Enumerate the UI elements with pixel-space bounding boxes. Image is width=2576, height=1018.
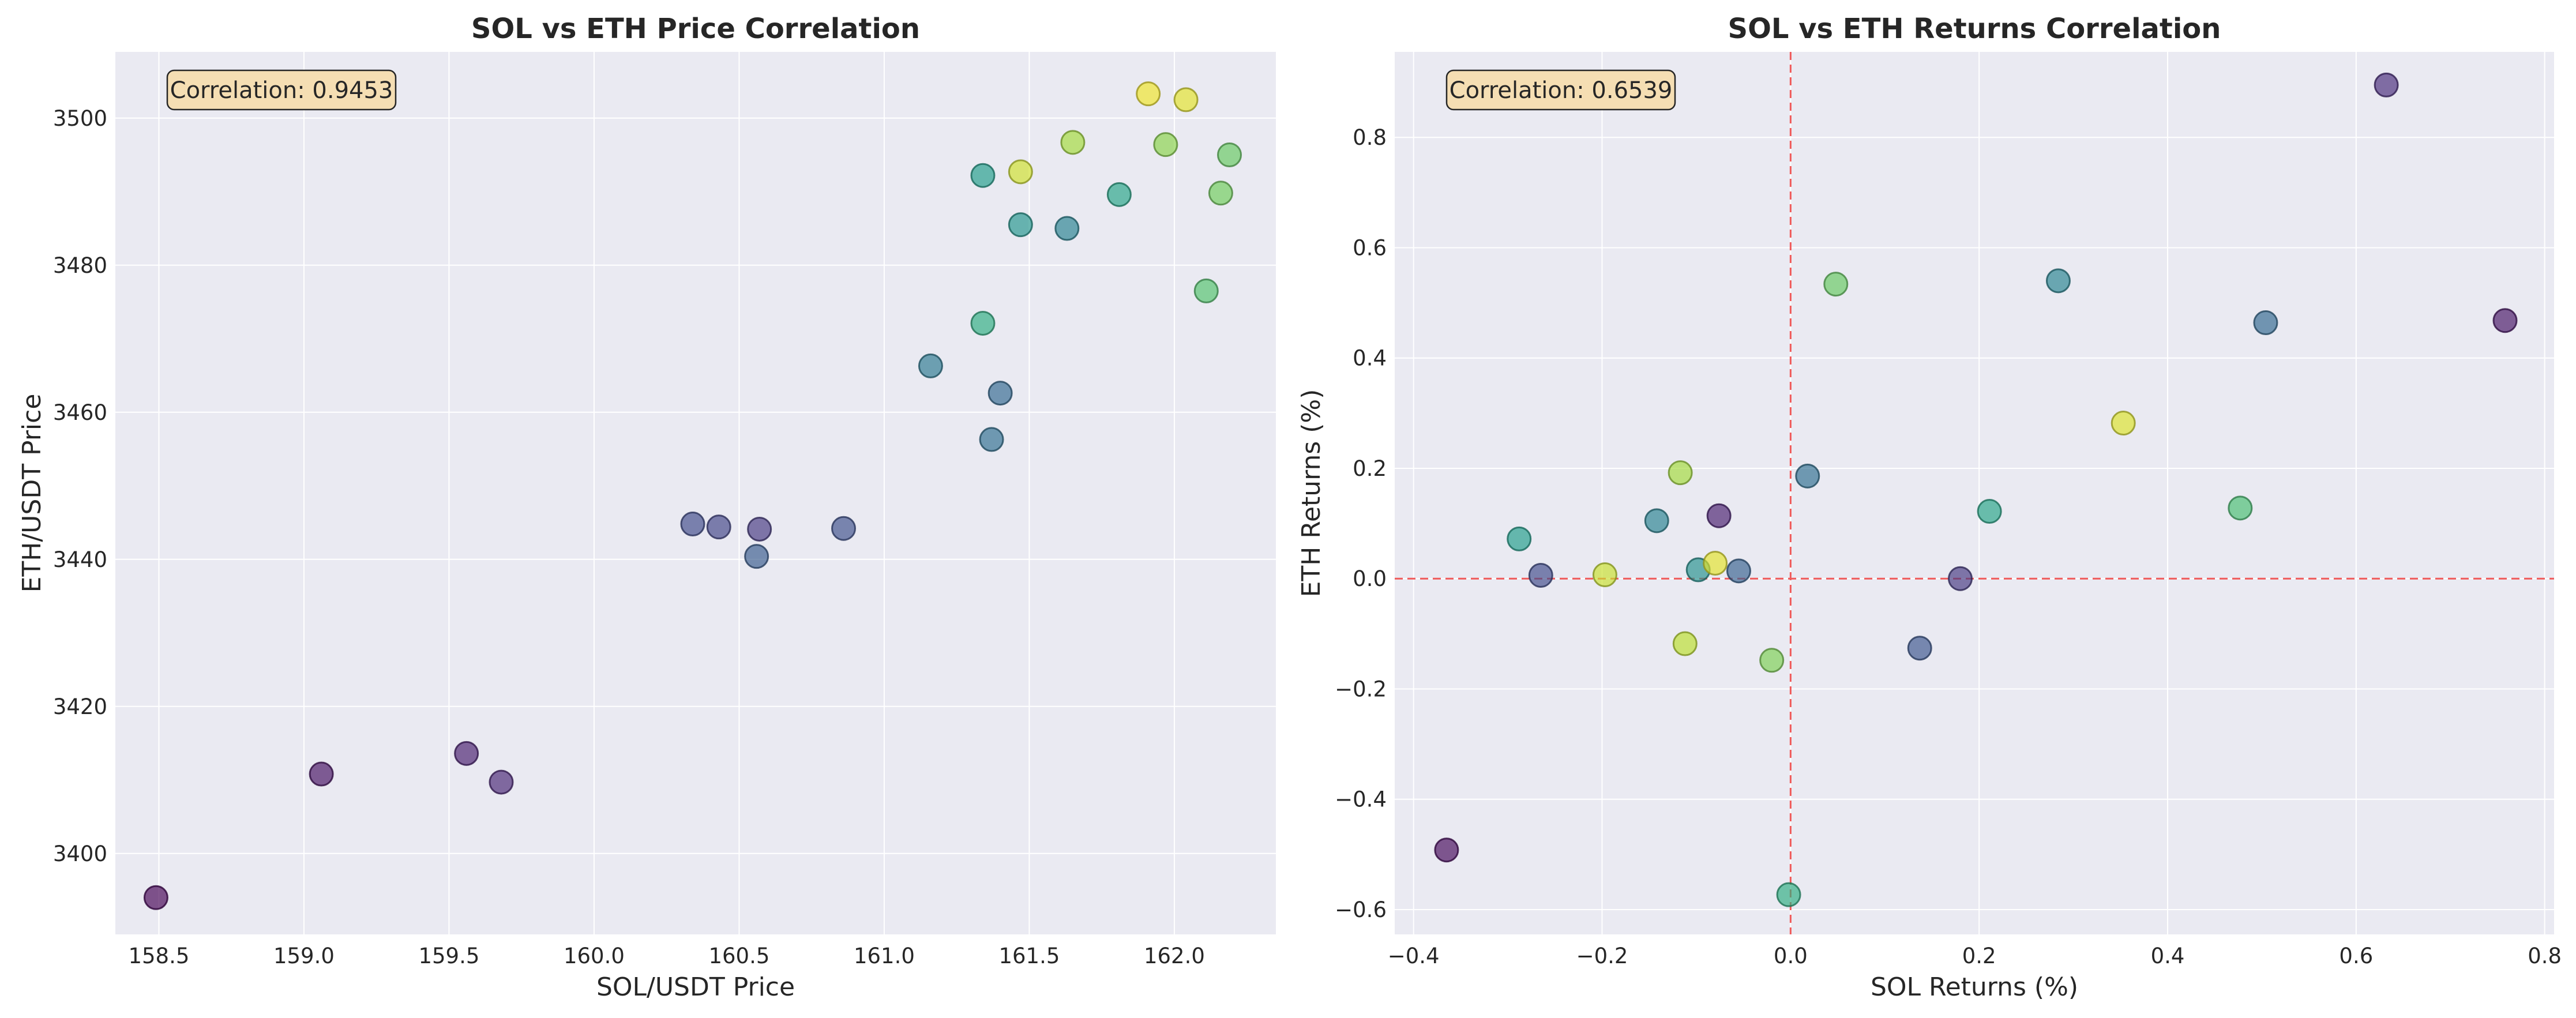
- price-correlation-panel: 158.5 159.0 159.5 160.0 160.5 161.0 161.5 162.0…: [17, 13, 1276, 1002]
- data-point: [918, 353, 943, 378]
- x-tick-label: 161.5: [998, 944, 1060, 968]
- data-point: [1173, 87, 1199, 112]
- data-point: [1947, 566, 1973, 591]
- data-point: [680, 512, 705, 537]
- data-point: [1823, 272, 1849, 297]
- data-point: [1907, 636, 1932, 661]
- data-point: [2253, 310, 2278, 336]
- data-point: [987, 381, 1013, 406]
- data-point: [1153, 132, 1178, 157]
- data-point: [1977, 499, 2002, 524]
- data-point: [1759, 648, 1785, 673]
- data-point: [747, 516, 772, 542]
- data-point: [454, 741, 479, 766]
- data-point: [1060, 130, 1086, 155]
- y-tick-label: 3460: [53, 400, 107, 425]
- data-point: [970, 163, 996, 188]
- data-point: [970, 310, 996, 336]
- y-tick-label: −0.6: [1335, 897, 1387, 922]
- data-point: [1217, 142, 1242, 167]
- returns-correlation-panel: −0.4 −0.2 0.0 0.2 0.4 0.6 0.8−0.6−0.4−0.20.00.…: [1297, 13, 2562, 1002]
- data-point: [2374, 72, 2399, 97]
- x-tick-label: −0.4: [1388, 944, 1440, 968]
- y-tick-label: 3400: [53, 842, 107, 866]
- x-tick-label: 0.2: [1962, 944, 1996, 968]
- data-point: [1528, 562, 1553, 588]
- y-tick-label: 0.0: [1353, 566, 1387, 591]
- y-tick-label: 0.6: [1353, 235, 1387, 260]
- x-tick-label: 159.0: [273, 944, 335, 968]
- svg-text:Correlation: 0.9453: Correlation: 0.9453: [170, 77, 393, 104]
- data-point: [706, 514, 731, 540]
- data-point: [1054, 216, 1080, 241]
- y-tick-label: 0.8: [1353, 125, 1387, 150]
- data-point: [1008, 159, 1033, 185]
- data-point: [1672, 631, 1698, 656]
- x-tick-label: 0.0: [1774, 944, 1808, 968]
- data-point: [1668, 460, 1693, 486]
- y-tick-label: 3420: [53, 694, 107, 719]
- x-tick-label: 160.0: [564, 944, 625, 968]
- data-point: [1644, 508, 1669, 534]
- data-point: [1193, 278, 1219, 303]
- data-point: [1776, 882, 1801, 907]
- data-point: [1703, 550, 1728, 576]
- data-point: [2228, 495, 2253, 521]
- data-point: [979, 427, 1004, 452]
- y-tick-label: −0.4: [1335, 787, 1387, 812]
- data-point: [309, 761, 334, 787]
- x-tick-label: 0.8: [2528, 944, 2562, 968]
- data-point: [143, 885, 168, 910]
- y-tick-label: 3480: [53, 253, 107, 278]
- data-point: [1008, 212, 1033, 238]
- x-tick-label: 158.5: [128, 944, 189, 968]
- correlation-annotation: Correlation: 0.6539: [1445, 69, 1676, 111]
- data-point: [1706, 503, 1732, 528]
- y-tick-label: 0.2: [1353, 456, 1387, 481]
- data-point: [744, 544, 769, 569]
- plot-area: [115, 52, 1276, 934]
- data-point: [1106, 182, 1132, 207]
- plot-area: [1395, 52, 2554, 934]
- x-tick-label: 161.0: [854, 944, 915, 968]
- x-tick-label: −0.2: [1576, 944, 1628, 968]
- x-axis-label: SOL/USDT Price: [596, 972, 795, 1002]
- correlation-annotation: Correlation: 0.9453: [166, 69, 397, 111]
- chart-title: SOL vs ETH Returns Correlation: [1728, 13, 2221, 45]
- data-point: [489, 769, 514, 795]
- x-tick-label: 0.4: [2151, 944, 2185, 968]
- data-point: [1136, 81, 1161, 107]
- data-point: [1208, 181, 1233, 206]
- data-point: [1507, 526, 1532, 551]
- y-tick-label: 0.4: [1353, 346, 1387, 371]
- y-tick-label: −0.2: [1335, 677, 1387, 701]
- data-point: [1592, 562, 1617, 588]
- y-axis-label: ETH Returns (%): [1297, 389, 1326, 598]
- x-axis-label: SOL Returns (%): [1871, 972, 2078, 1002]
- x-tick-label: 162.0: [1144, 944, 1205, 968]
- svg-text:Correlation: 0.6539: Correlation: 0.6539: [1450, 77, 1673, 104]
- x-tick-label: 160.5: [708, 944, 769, 968]
- y-axis-label: ETH/USDT Price: [17, 394, 47, 593]
- data-point: [2045, 268, 2071, 294]
- x-tick-label: 159.5: [418, 944, 479, 968]
- chart-title: SOL vs ETH Price Correlation: [471, 13, 920, 45]
- data-point: [2492, 308, 2518, 333]
- data-point: [1434, 837, 1459, 863]
- data-point: [1726, 558, 1751, 584]
- data-point: [1795, 463, 1820, 489]
- y-tick-label: 3440: [53, 547, 107, 572]
- data-point: [2111, 411, 2136, 436]
- x-tick-label: 0.6: [2339, 944, 2373, 968]
- y-tick-label: 3500: [53, 106, 107, 131]
- data-point: [831, 516, 857, 541]
